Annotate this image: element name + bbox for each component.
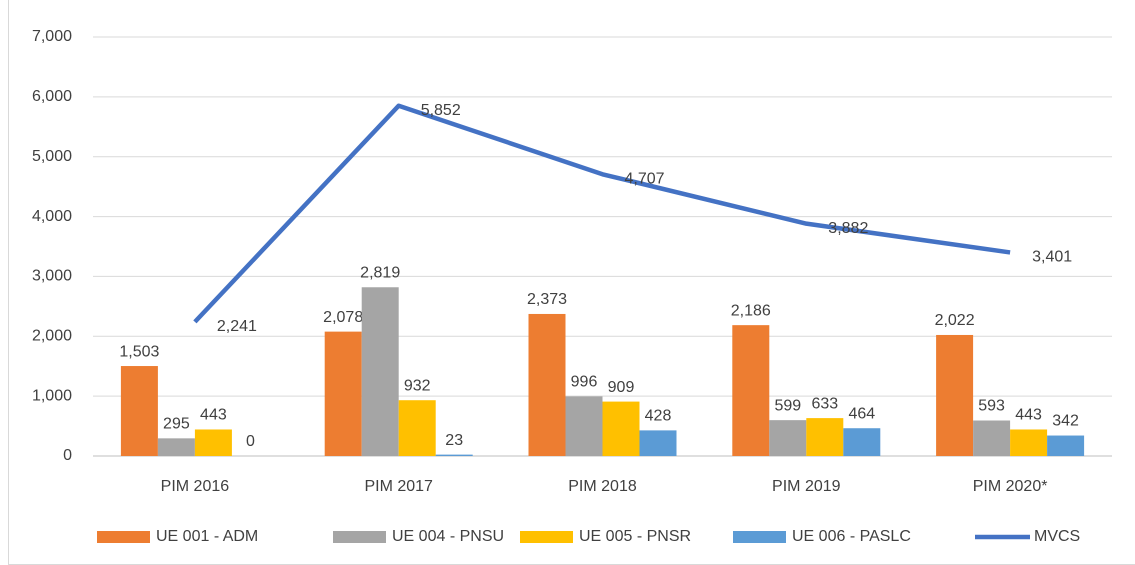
y-tick-label: 1,000: [32, 387, 72, 404]
y-tick-label: 6,000: [32, 88, 72, 105]
bar: [936, 334, 974, 456]
bar: [435, 454, 473, 456]
bar: [194, 429, 232, 456]
bar-value-label: 2,819: [360, 264, 400, 281]
bar-value-label: 599: [774, 397, 801, 414]
bar: [602, 401, 640, 456]
y-tick-label: 3,000: [32, 268, 72, 285]
legend-swatch: [733, 531, 786, 543]
bar-value-label: 996: [571, 374, 598, 391]
bar-value-label: 23: [445, 432, 463, 449]
x-tick-label: PIM 2016: [161, 478, 230, 495]
line-value-label: 2,241: [217, 318, 257, 335]
bar-value-label: 428: [645, 408, 672, 425]
bar: [157, 438, 195, 456]
bar: [361, 287, 399, 456]
line-value-label: 5,852: [421, 102, 461, 119]
bar-value-label: 295: [163, 416, 190, 433]
legend-swatch: [333, 531, 386, 543]
y-tick-label: 2,000: [32, 328, 72, 345]
legend-label: MVCS: [1034, 528, 1080, 545]
y-tick-label: 4,000: [32, 208, 72, 225]
x-tick-label: PIM 2019: [772, 478, 841, 495]
bar-value-label: 2,373: [527, 291, 567, 308]
bar-value-label: 909: [608, 379, 635, 396]
bar: [398, 400, 436, 456]
line-value-label: 3,882: [828, 220, 868, 237]
bar-value-label: 2,022: [935, 312, 975, 329]
y-tick-label: 0: [63, 447, 72, 464]
bar-value-label: 633: [811, 395, 838, 412]
bar-value-label: 464: [848, 405, 875, 422]
y-tick-label: 7,000: [32, 28, 72, 45]
bar: [769, 420, 807, 456]
y-tick-label: 5,000: [32, 148, 72, 165]
bar-value-label: 932: [404, 377, 431, 394]
legend-label: UE 001 - ADM: [156, 528, 258, 545]
bar-value-label: 2,186: [731, 302, 771, 319]
x-tick-label: PIM 2017: [364, 478, 433, 495]
line-value-label: 3,401: [1032, 249, 1072, 266]
bar: [1047, 435, 1085, 456]
bar-value-label: 0: [246, 433, 255, 450]
legend-label: UE 006 - PASLC: [792, 528, 911, 545]
bar: [639, 430, 677, 456]
bar: [120, 366, 158, 456]
bar-value-label: 443: [200, 407, 227, 424]
x-tick-label: PIM 2018: [568, 478, 637, 495]
legend-swatch: [520, 531, 573, 543]
legend-swatch: [97, 531, 150, 543]
bar: [1010, 429, 1048, 456]
bar: [565, 396, 603, 456]
bar: [843, 428, 881, 456]
line-value-label: 4,707: [625, 170, 665, 187]
bar: [973, 420, 1011, 456]
bar: [732, 325, 770, 456]
bar-value-label: 1,503: [119, 343, 159, 360]
bar-value-label: 593: [978, 398, 1005, 415]
bar: [806, 418, 844, 456]
bar: [324, 331, 362, 456]
bar-value-label: 2,078: [323, 309, 363, 326]
bar: [528, 313, 566, 456]
x-tick-label: PIM 2020*: [973, 478, 1048, 495]
line-series: [193, 103, 1011, 324]
bar-value-label: 342: [1052, 413, 1079, 430]
legend-label: UE 004 - PNSU: [392, 528, 504, 545]
bar-value-label: 443: [1015, 407, 1042, 424]
legend-label: UE 005 - PNSR: [579, 528, 691, 545]
